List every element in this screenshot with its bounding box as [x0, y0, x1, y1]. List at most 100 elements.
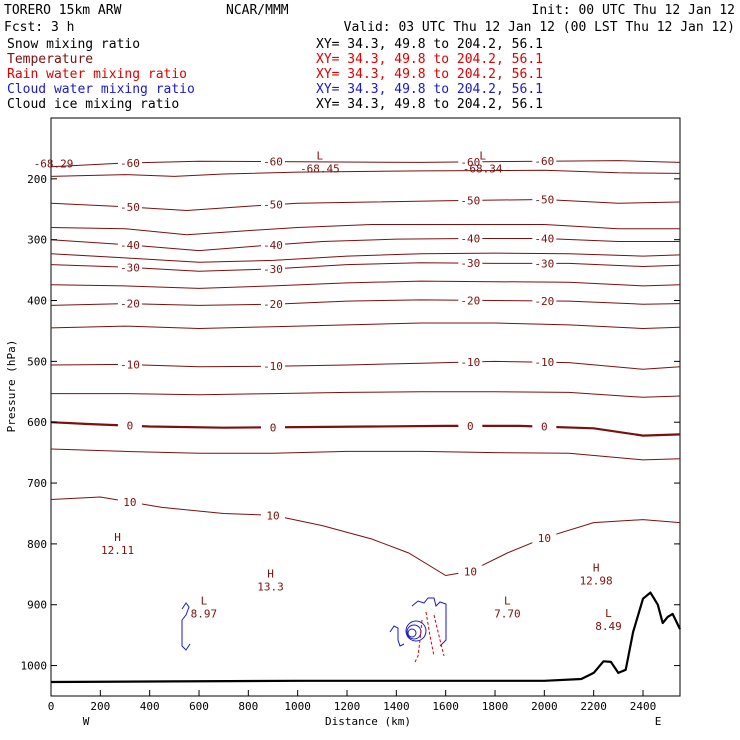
x-tick-label: 1000: [284, 700, 311, 713]
isotherm-minus15: [50, 322, 681, 330]
isotherm-label: -40: [460, 232, 480, 245]
y-tick-label: 400: [27, 295, 47, 308]
isotherm-label: -50: [534, 194, 554, 207]
extremum-value: 7.70: [494, 608, 521, 621]
y-tick-label: 500: [27, 355, 47, 368]
extremum-type: L: [605, 607, 612, 620]
y-tick-label: 700: [27, 477, 47, 490]
isotherm-minus30: [50, 262, 681, 272]
y-tick-label: 200: [27, 173, 47, 186]
valid-label: Valid: 03 UTC Thu 12 Jan 12 (00 LST Thu …: [344, 20, 735, 35]
isotherm-label-bg: [261, 360, 285, 373]
isotherm-label: -40: [263, 239, 283, 252]
x-tick-label: 800: [238, 700, 258, 713]
extremum-value: 8.97: [191, 608, 218, 621]
isotherm-label-bg: [532, 356, 557, 369]
y-tick-label: 300: [27, 234, 47, 247]
center-label: NCAR/MMM: [226, 3, 289, 18]
isotherm-label: -10: [534, 356, 554, 369]
isotherm-label-bg: [261, 198, 285, 211]
field-xy-snow: XY= 34.3, 49.8 to 204.2, 56.1: [316, 37, 543, 52]
isotherm-minus45: [50, 224, 680, 236]
isotherm-label-bg: [261, 238, 285, 251]
field-label-cloud-ice: Cloud ice mixing ratio: [7, 97, 179, 112]
isotherm-label: -10: [460, 356, 480, 369]
isotherm-label-bg: [117, 358, 142, 371]
isotherm-label-bg: [458, 355, 483, 368]
extremum-type: L: [201, 595, 208, 608]
field-xy-cloud-water: XY= 34.3, 49.8 to 204.2, 56.1: [316, 82, 543, 97]
field-xy-rain: XY= 34.3, 49.8 to 204.2, 56.1: [316, 67, 543, 82]
x-tick-label: 200: [90, 700, 110, 713]
isotherm-label-bg: [261, 421, 285, 434]
extremum-type: H: [114, 531, 121, 544]
east-label: E: [655, 715, 662, 728]
isotherm-label: -60: [120, 157, 140, 170]
isotherm-label-bg: [117, 238, 142, 251]
isotherm-label-bg: [261, 155, 285, 168]
y-tick-label: 900: [27, 599, 47, 612]
isotherm-label-bg: [458, 419, 483, 432]
y-tick-label: 800: [27, 538, 47, 551]
init-label: Init: 00 UTC Thu 12 Jan 12: [532, 3, 736, 18]
x-tick-label: 1800: [482, 700, 509, 713]
isotherm-minus40: [50, 238, 680, 252]
isotherm-label: -20: [263, 298, 283, 311]
x-tick-label: 0: [48, 700, 55, 713]
isotherm-label-bg: [117, 297, 142, 310]
west-label: W: [83, 715, 90, 728]
isotherm-label-bg: [532, 531, 557, 544]
y-axis-title: Pressure (hPa): [5, 340, 18, 433]
x-tick-label: 1400: [383, 700, 410, 713]
isotherm-label: -40: [534, 232, 554, 245]
isotherm-label-bg: [117, 496, 142, 509]
isotherm-minus20: [50, 299, 681, 306]
isotherm-minus35: [50, 252, 681, 263]
extremum-value: 12.11: [101, 544, 134, 557]
isotherm-label-bg: [532, 257, 557, 270]
forecast-label: Fcst: 3 h: [4, 20, 74, 35]
isotherm-label-bg: [261, 262, 285, 275]
field-label-cloud-water: Cloud water mixing ratio: [7, 82, 195, 97]
isotherm-label-bg: [458, 257, 483, 270]
terrain-profile: [50, 591, 681, 684]
isotherm-label: 0: [127, 420, 134, 433]
isotherm-label: -30: [460, 257, 480, 270]
isotherm-minus10: [50, 360, 681, 370]
isotherm-label-bg: [532, 420, 557, 433]
extremum-value: 8.49: [595, 620, 622, 633]
x-axis-title: Distance (km): [325, 715, 411, 728]
isotherm-layer: -60 -60 -60 -60 -50 -50 -50 -50 -40 -40 -40 -40 -30 -…: [50, 155, 681, 578]
isotherm-label: -10: [120, 359, 140, 372]
isotherm-label: 10: [123, 496, 136, 509]
field-xy-temperature: XY= 34.3, 49.8 to 204.2, 56.1: [316, 52, 543, 67]
isotherm-label-bg: [532, 193, 557, 206]
isotherm-label: -30: [263, 263, 283, 276]
isotherm-label-bg: [532, 155, 557, 168]
extremum-type: L: [317, 149, 324, 162]
isotherm-label: -50: [263, 199, 283, 212]
isotherm-label-bg: [261, 298, 285, 311]
isotherm-label: 0: [467, 420, 474, 433]
y-tick-label: 600: [27, 416, 47, 429]
isotherm-minus50: [50, 198, 681, 212]
x-tick-label: 1200: [334, 700, 361, 713]
isotherm-label: -30: [534, 257, 554, 270]
isotherm-label: -20: [534, 295, 554, 308]
isotherm-label: -30: [120, 261, 140, 274]
isotherm-label-bg: [458, 155, 483, 168]
extremum-type: L: [504, 595, 511, 608]
extremum-value: -68.45: [300, 162, 340, 175]
isotherm-label: 10: [266, 509, 279, 522]
isotherm-minus55: [50, 169, 681, 177]
extremum-value: -68.29: [34, 158, 74, 171]
extrema-layer: L-68.45L-68.34-68.29H12.11H13.3H12.98L7.…: [34, 149, 622, 633]
isotherm-label-bg: [458, 294, 483, 307]
extremum-type: H: [267, 567, 274, 580]
field-label-snow: Snow mixing ratio: [7, 37, 140, 52]
x-tick-label: 2400: [630, 700, 657, 713]
isotherm-label: -60: [460, 156, 480, 169]
field-label-temperature: Temperature: [7, 52, 93, 67]
x-tick-label: 2200: [580, 700, 607, 713]
